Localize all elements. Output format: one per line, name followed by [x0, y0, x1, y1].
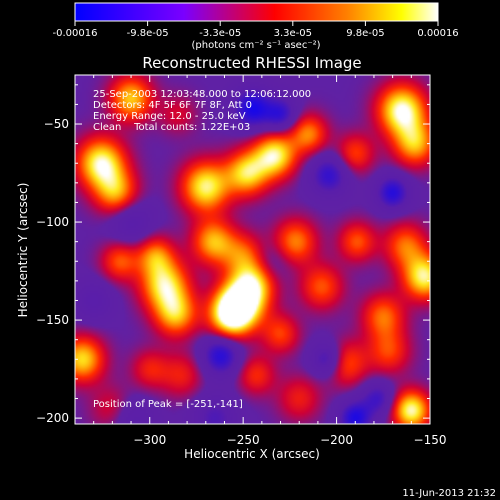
y-axis-ticks: [75, 84, 430, 419]
colorbar-ticks: [74, 21, 439, 26]
peak-position-label: Position of Peak = [-251,-141]: [93, 399, 243, 410]
x-axis-tick-labels: −300 −250 −200 −150: [133, 433, 446, 447]
x-tick-label: −150: [414, 433, 447, 447]
heatmap-image: [75, 75, 430, 424]
annotation-clean-counts: Clean Total counts: 1.22E+03: [93, 122, 250, 133]
annotation-detectors: Detectors: 4F 5F 6F 7F 8F, Att 0: [93, 100, 252, 111]
y-tick-label: −100: [36, 215, 69, 229]
footer-timestamp: 11-Jun-2013 21:32: [402, 488, 496, 499]
annotation-time-range: 25-Sep-2003 12:03:48.000 to 12:06:12.000: [93, 89, 311, 100]
colorbar-tick-labels: -0.00016 -9.8e-05 -3.3e-05 3.3e-05 9.8e-05 0.…: [53, 28, 459, 39]
x-tick-label: −300: [133, 433, 166, 447]
x-tick-label: −250: [227, 433, 260, 447]
chart-title: Reconstructed RHESSI Image: [142, 54, 361, 72]
x-axis-ticks: [74, 75, 431, 424]
colorbar-tick-label: -9.8e-05: [127, 28, 169, 39]
colorbar-units-label: (photons cm⁻² s⁻¹ asec⁻²): [191, 40, 320, 51]
y-tick-label: −150: [36, 313, 69, 327]
colorbar-gradient: [75, 3, 438, 21]
y-tick-label: −200: [36, 411, 69, 425]
plot-frame: [74, 74, 431, 425]
info-annotations: 25-Sep-2003 12:03:48.000 to 12:06:12.000…: [93, 89, 311, 133]
annotation-energy-range: Energy Range: 12.0 - 25.0 keV: [93, 111, 246, 122]
plot-area: 25-Sep-2003 12:03:48.000 to 12:06:12.000…: [74, 74, 431, 425]
colorbar-tick-label: -3.3e-05: [199, 28, 241, 39]
y-axis-tick-labels: −50 −100 −150 −200: [36, 117, 69, 425]
colorbar-tick-label: 0.00016: [417, 28, 458, 39]
x-axis-label: Heliocentric X (arcsec): [184, 447, 320, 461]
colorbar-tick-label: 9.8e-05: [346, 28, 384, 39]
y-axis-label: Heliocentric Y (arcsec): [16, 183, 30, 318]
x-tick-label: −200: [320, 433, 353, 447]
colorbar: -0.00016 -9.8e-05 -3.3e-05 3.3e-05 9.8e-05 0.…: [53, 2, 459, 51]
colorbar-frame: [74, 2, 439, 22]
colorbar-tick-label: 3.3e-05: [274, 28, 312, 39]
colorbar-tick-label: -0.00016: [53, 28, 98, 39]
y-tick-label: −50: [44, 117, 69, 131]
